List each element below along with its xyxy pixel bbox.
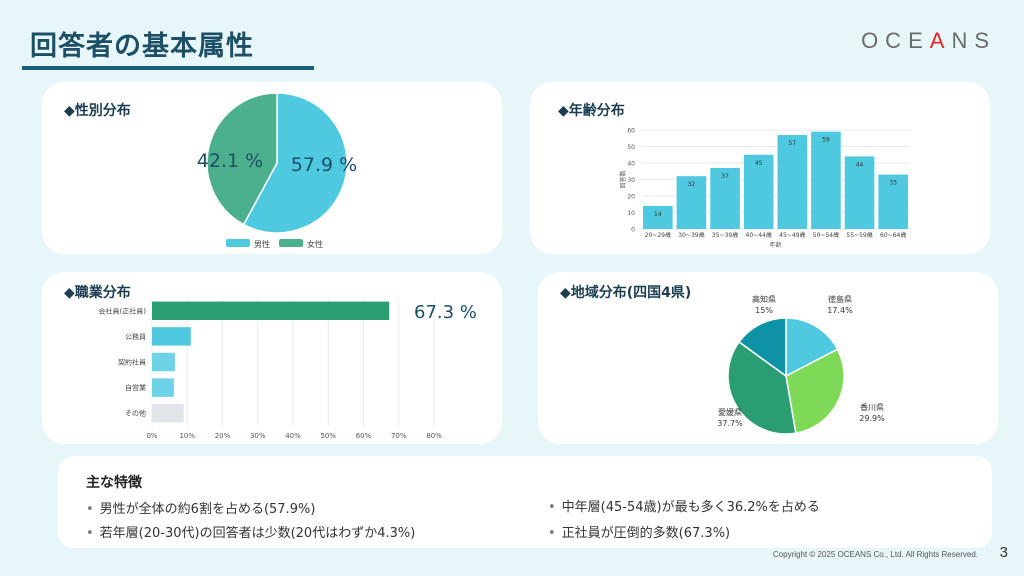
gender-slice-1	[206, 92, 278, 226]
page-number: 3	[999, 544, 1008, 561]
age-x-tick: 60~64歳	[880, 231, 906, 239]
age-data-label: 33	[889, 180, 897, 187]
occupation-value-label: 67.3 %	[414, 302, 477, 323]
oceans-logo: OCEANS	[861, 28, 996, 53]
age-data-label: 14	[654, 211, 662, 218]
summary-box: 主な特徴 男性が全体の約6割を占める(57.9%) 若年層(20-30代)の回答…	[58, 456, 992, 548]
age-bar	[710, 167, 740, 229]
age-y-tick: 20	[627, 194, 635, 201]
occupation-category-label: 契約社員	[118, 358, 146, 367]
occupation-x-tick: 20%	[215, 432, 231, 440]
age-data-label: 45	[755, 160, 763, 167]
summary-title: 主な特徴	[86, 475, 142, 491]
occupation-category-label: その他	[125, 409, 146, 418]
occupation-bar	[152, 327, 191, 346]
gender-legend-label: 男性	[254, 239, 270, 249]
occupation-bar-chart: 0% 10% 20% 30% 40% 50% 60% 70% 80% 会社員(正社員) 公務員契約社…	[99, 298, 477, 440]
gender-slice-0	[242, 92, 348, 234]
region-slice-1	[785, 348, 845, 435]
region-value-label: 37.7%	[717, 419, 743, 428]
age-bar	[676, 176, 707, 229]
region-category-label: 香川県	[860, 402, 884, 412]
region-slice-2	[727, 340, 797, 435]
region-title: ◆地域分布(四国4県)	[560, 285, 692, 301]
age-x-tick: 50~54歳	[813, 231, 839, 239]
occupation-x-tick: 50%	[320, 432, 336, 440]
age-data-label: 57	[788, 140, 796, 147]
age-bar	[743, 154, 774, 229]
copyright: Copyright © 2025 OCEANS Co., Ltd. All Ri…	[772, 550, 978, 559]
occupation-x-tick: 80%	[426, 432, 442, 440]
region-category-label: 徳島県	[828, 294, 852, 304]
occupation-category-label: 会社員(正社員)	[99, 306, 147, 315]
occupation-x-tick: 10%	[179, 432, 195, 440]
region-slice-3	[738, 317, 787, 378]
age-x-tick: 40~44歳	[746, 231, 772, 239]
age-x-tick: 55~59歳	[846, 231, 872, 239]
gender-legend-label: 女性	[307, 239, 323, 249]
age-bar	[878, 174, 908, 229]
gender-title: ◆性別分布	[64, 103, 131, 119]
age-y-tick: 0	[631, 227, 635, 234]
occupation-card: ◆職業分布 0% 10% 20% 30% 40% 50% 60% 70% 80% 会社員(正社員)…	[42, 272, 502, 444]
gender-card: ◆性別分布 57.9 % 42.1 % 男性 女性	[42, 82, 502, 254]
age-y-tick: 60	[627, 128, 635, 135]
age-bar	[777, 134, 808, 229]
occupation-bar	[152, 301, 390, 321]
gender-legend-swatch	[226, 239, 250, 247]
page-title: 回答者の基本属性	[30, 31, 254, 62]
age-y-tick: 50	[627, 144, 635, 151]
age-y-tick: 30	[627, 177, 635, 184]
gender-value-label: 42.1 %	[197, 150, 263, 172]
age-bar	[811, 131, 841, 229]
summary-point: 男性が全体の約6割を占める(57.9%)	[86, 498, 316, 517]
occupation-x-tick: 0%	[146, 432, 157, 440]
age-data-label: 44	[856, 161, 864, 168]
occupation-category-label: 公務員	[125, 332, 146, 341]
region-card: ◆地域分布(四国4県) 徳島県 17.4% 香川県 29.9% 愛媛県 37.7% 高知県 1…	[538, 272, 998, 444]
occupation-title: ◆職業分布	[64, 285, 131, 301]
occupation-bar	[152, 403, 184, 423]
region-slice-0	[785, 317, 839, 378]
age-data-label: 59	[822, 137, 830, 144]
region-category-label: 愛媛県	[718, 407, 742, 417]
occupation-category-label: 自営業	[125, 383, 146, 392]
age-y-axis-label: 回答数	[619, 170, 627, 188]
summary-point: 正社員が圧倒的多数(67.3%)	[548, 522, 730, 541]
age-x-tick: 30~39歳	[678, 231, 704, 239]
region-value-label: 15%	[755, 306, 773, 315]
summary-point: 中年層(45-54歳)が最も多く36.2%を占める	[548, 496, 820, 515]
gender-legend-swatch	[279, 239, 303, 247]
age-x-tick: 35~39歳	[712, 231, 738, 239]
occupation-x-tick: 60%	[356, 432, 372, 440]
occupation-bar	[152, 378, 174, 397]
gender-value-label: 57.9 %	[291, 154, 357, 176]
age-x-tick: 45~49歳	[779, 231, 805, 239]
age-x-axis-label: 年齢	[769, 241, 781, 249]
region-pie-chart: 徳島県 17.4% 香川県 29.9% 愛媛県 37.7% 高知県 15%	[717, 294, 885, 435]
age-card: ◆年齢分布 0 10 20 30 40 50 60 14 20~29歳 32 30~39歳 37 35~…	[530, 82, 990, 254]
age-data-label: 37	[721, 173, 729, 180]
age-y-tick: 40	[627, 161, 635, 168]
age-title: ◆年齢分布	[558, 103, 625, 119]
age-y-tick: 10	[627, 210, 635, 217]
gender-pie-chart: 57.9 % 42.1 % 男性 女性	[197, 92, 357, 249]
age-bar	[643, 205, 673, 229]
occupation-x-tick: 70%	[391, 432, 407, 440]
occupation-x-tick: 30%	[250, 432, 266, 440]
region-value-label: 17.4%	[827, 306, 853, 315]
age-x-tick: 20~29歳	[645, 231, 671, 239]
age-data-label: 32	[688, 181, 696, 188]
title-underline	[22, 66, 314, 70]
occupation-bar	[152, 352, 175, 372]
region-value-label: 29.9%	[859, 414, 885, 423]
age-bar-chart: 0 10 20 30 40 50 60 14 20~29歳 32 30~39歳 37 35~39歳 45 4…	[619, 128, 910, 249]
occupation-x-tick: 40%	[285, 432, 301, 440]
age-bar	[844, 156, 875, 229]
region-category-label: 高知県	[752, 294, 776, 304]
summary-point: 若年層(20-30代)の回答者は少数(20代はわずか4.3%)	[86, 522, 416, 541]
